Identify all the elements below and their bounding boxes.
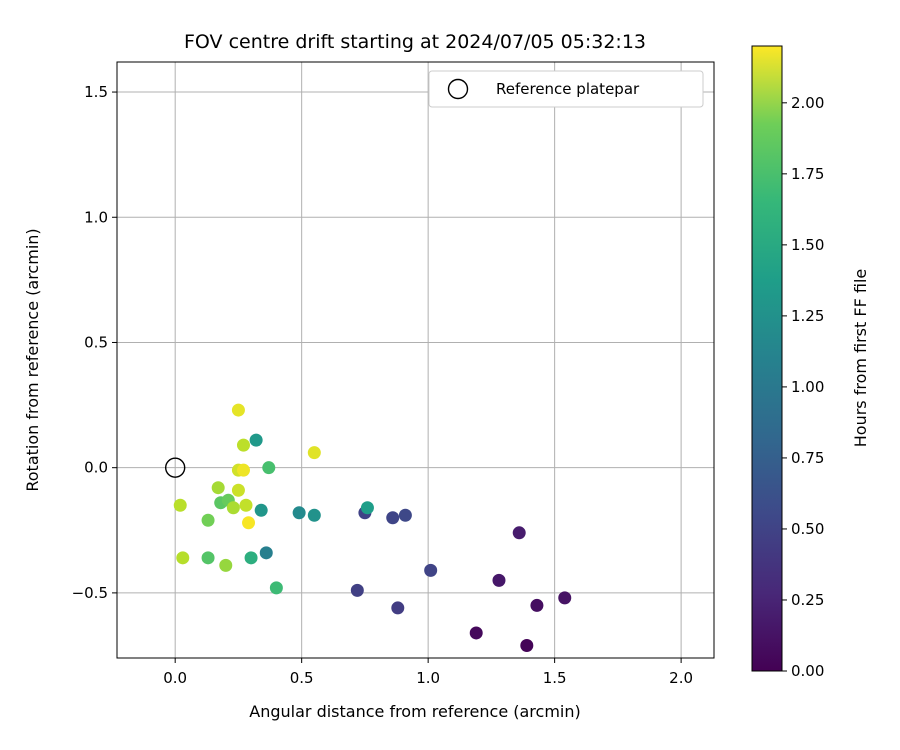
colorbar-tick-label: 0.00 bbox=[791, 662, 824, 680]
data-point bbox=[236, 463, 250, 477]
data-point bbox=[520, 638, 534, 652]
data-point bbox=[249, 433, 263, 447]
data-points bbox=[173, 403, 572, 652]
data-point bbox=[242, 516, 256, 530]
colorbar-gradient bbox=[751, 45, 783, 672]
x-tick-label: 0.0 bbox=[163, 669, 187, 687]
colorbar-tick-label: 0.25 bbox=[791, 591, 824, 609]
legend-marker-reference-icon bbox=[447, 78, 469, 100]
y-tick-label: 1.0 bbox=[84, 208, 108, 226]
data-point bbox=[512, 526, 526, 540]
data-point bbox=[262, 461, 276, 475]
data-point bbox=[469, 626, 483, 640]
data-point bbox=[558, 591, 572, 605]
data-point bbox=[231, 483, 245, 497]
data-point bbox=[176, 551, 190, 565]
legend: Reference platepar bbox=[428, 70, 704, 108]
data-point bbox=[244, 551, 258, 565]
colorbar-label: Hours from first FF file bbox=[851, 269, 870, 448]
data-point bbox=[269, 581, 283, 595]
colorbar: 0.00 0.25 0.50 0.75 1.00 1.25 1.50 1.75 2.00 Hou… bbox=[751, 45, 870, 680]
data-point bbox=[173, 498, 187, 512]
data-point bbox=[201, 551, 215, 565]
data-point bbox=[360, 501, 374, 515]
reference-platepar-marker bbox=[164, 457, 186, 478]
data-point bbox=[219, 558, 233, 572]
data-point bbox=[492, 573, 506, 587]
y-tick-label: 0.0 bbox=[84, 459, 108, 477]
plot-frame bbox=[116, 61, 715, 659]
y-tick-label: 0.5 bbox=[84, 333, 108, 351]
colorbar-tick-label: 1.25 bbox=[791, 307, 824, 325]
data-point bbox=[239, 498, 253, 512]
x-axis-label: Angular distance from reference (arcmin) bbox=[249, 702, 580, 721]
data-point bbox=[386, 511, 400, 525]
data-point bbox=[201, 513, 215, 527]
y-axis-ticks: −0.5 0.0 0.5 1.0 1.5 bbox=[72, 83, 117, 602]
legend-label-reference-platepar: Reference platepar bbox=[496, 80, 640, 98]
data-point bbox=[231, 403, 245, 417]
x-tick-label: 0.5 bbox=[290, 669, 314, 687]
grid bbox=[117, 62, 714, 658]
colorbar-tick-label: 1.75 bbox=[791, 165, 824, 183]
data-point bbox=[391, 601, 405, 615]
data-point bbox=[307, 446, 321, 460]
data-point bbox=[530, 598, 544, 612]
colorbar-tick-label: 1.50 bbox=[791, 236, 824, 254]
colorbar-ticks: 0.00 0.25 0.50 0.75 1.00 1.25 1.50 1.75 2.00 bbox=[782, 94, 824, 680]
y-tick-label: −0.5 bbox=[72, 584, 108, 602]
data-point bbox=[254, 503, 268, 517]
legend-box bbox=[428, 70, 704, 108]
x-tick-label: 1.5 bbox=[543, 669, 567, 687]
x-tick-label: 2.0 bbox=[669, 669, 693, 687]
data-point bbox=[350, 583, 364, 597]
colorbar-tick-label: 2.00 bbox=[791, 94, 824, 112]
y-tick-label: 1.5 bbox=[84, 83, 108, 101]
data-point bbox=[292, 506, 306, 520]
data-point bbox=[424, 563, 438, 577]
data-point bbox=[307, 508, 321, 522]
data-point bbox=[226, 501, 240, 515]
chart-title: FOV centre drift starting at 2024/07/05 … bbox=[184, 31, 646, 53]
colorbar-tick-label: 0.50 bbox=[791, 520, 824, 538]
data-point bbox=[211, 481, 225, 495]
data-point bbox=[398, 508, 412, 522]
colorbar-tick-label: 0.75 bbox=[791, 449, 824, 467]
data-point bbox=[259, 546, 273, 560]
colorbar-tick-label: 1.00 bbox=[791, 378, 824, 396]
x-tick-label: 1.0 bbox=[416, 669, 440, 687]
x-axis-ticks: 0.0 0.5 1.0 1.5 2.0 bbox=[163, 658, 693, 687]
y-axis-label: Rotation from reference (arcmin) bbox=[23, 228, 42, 491]
data-point bbox=[236, 438, 250, 452]
